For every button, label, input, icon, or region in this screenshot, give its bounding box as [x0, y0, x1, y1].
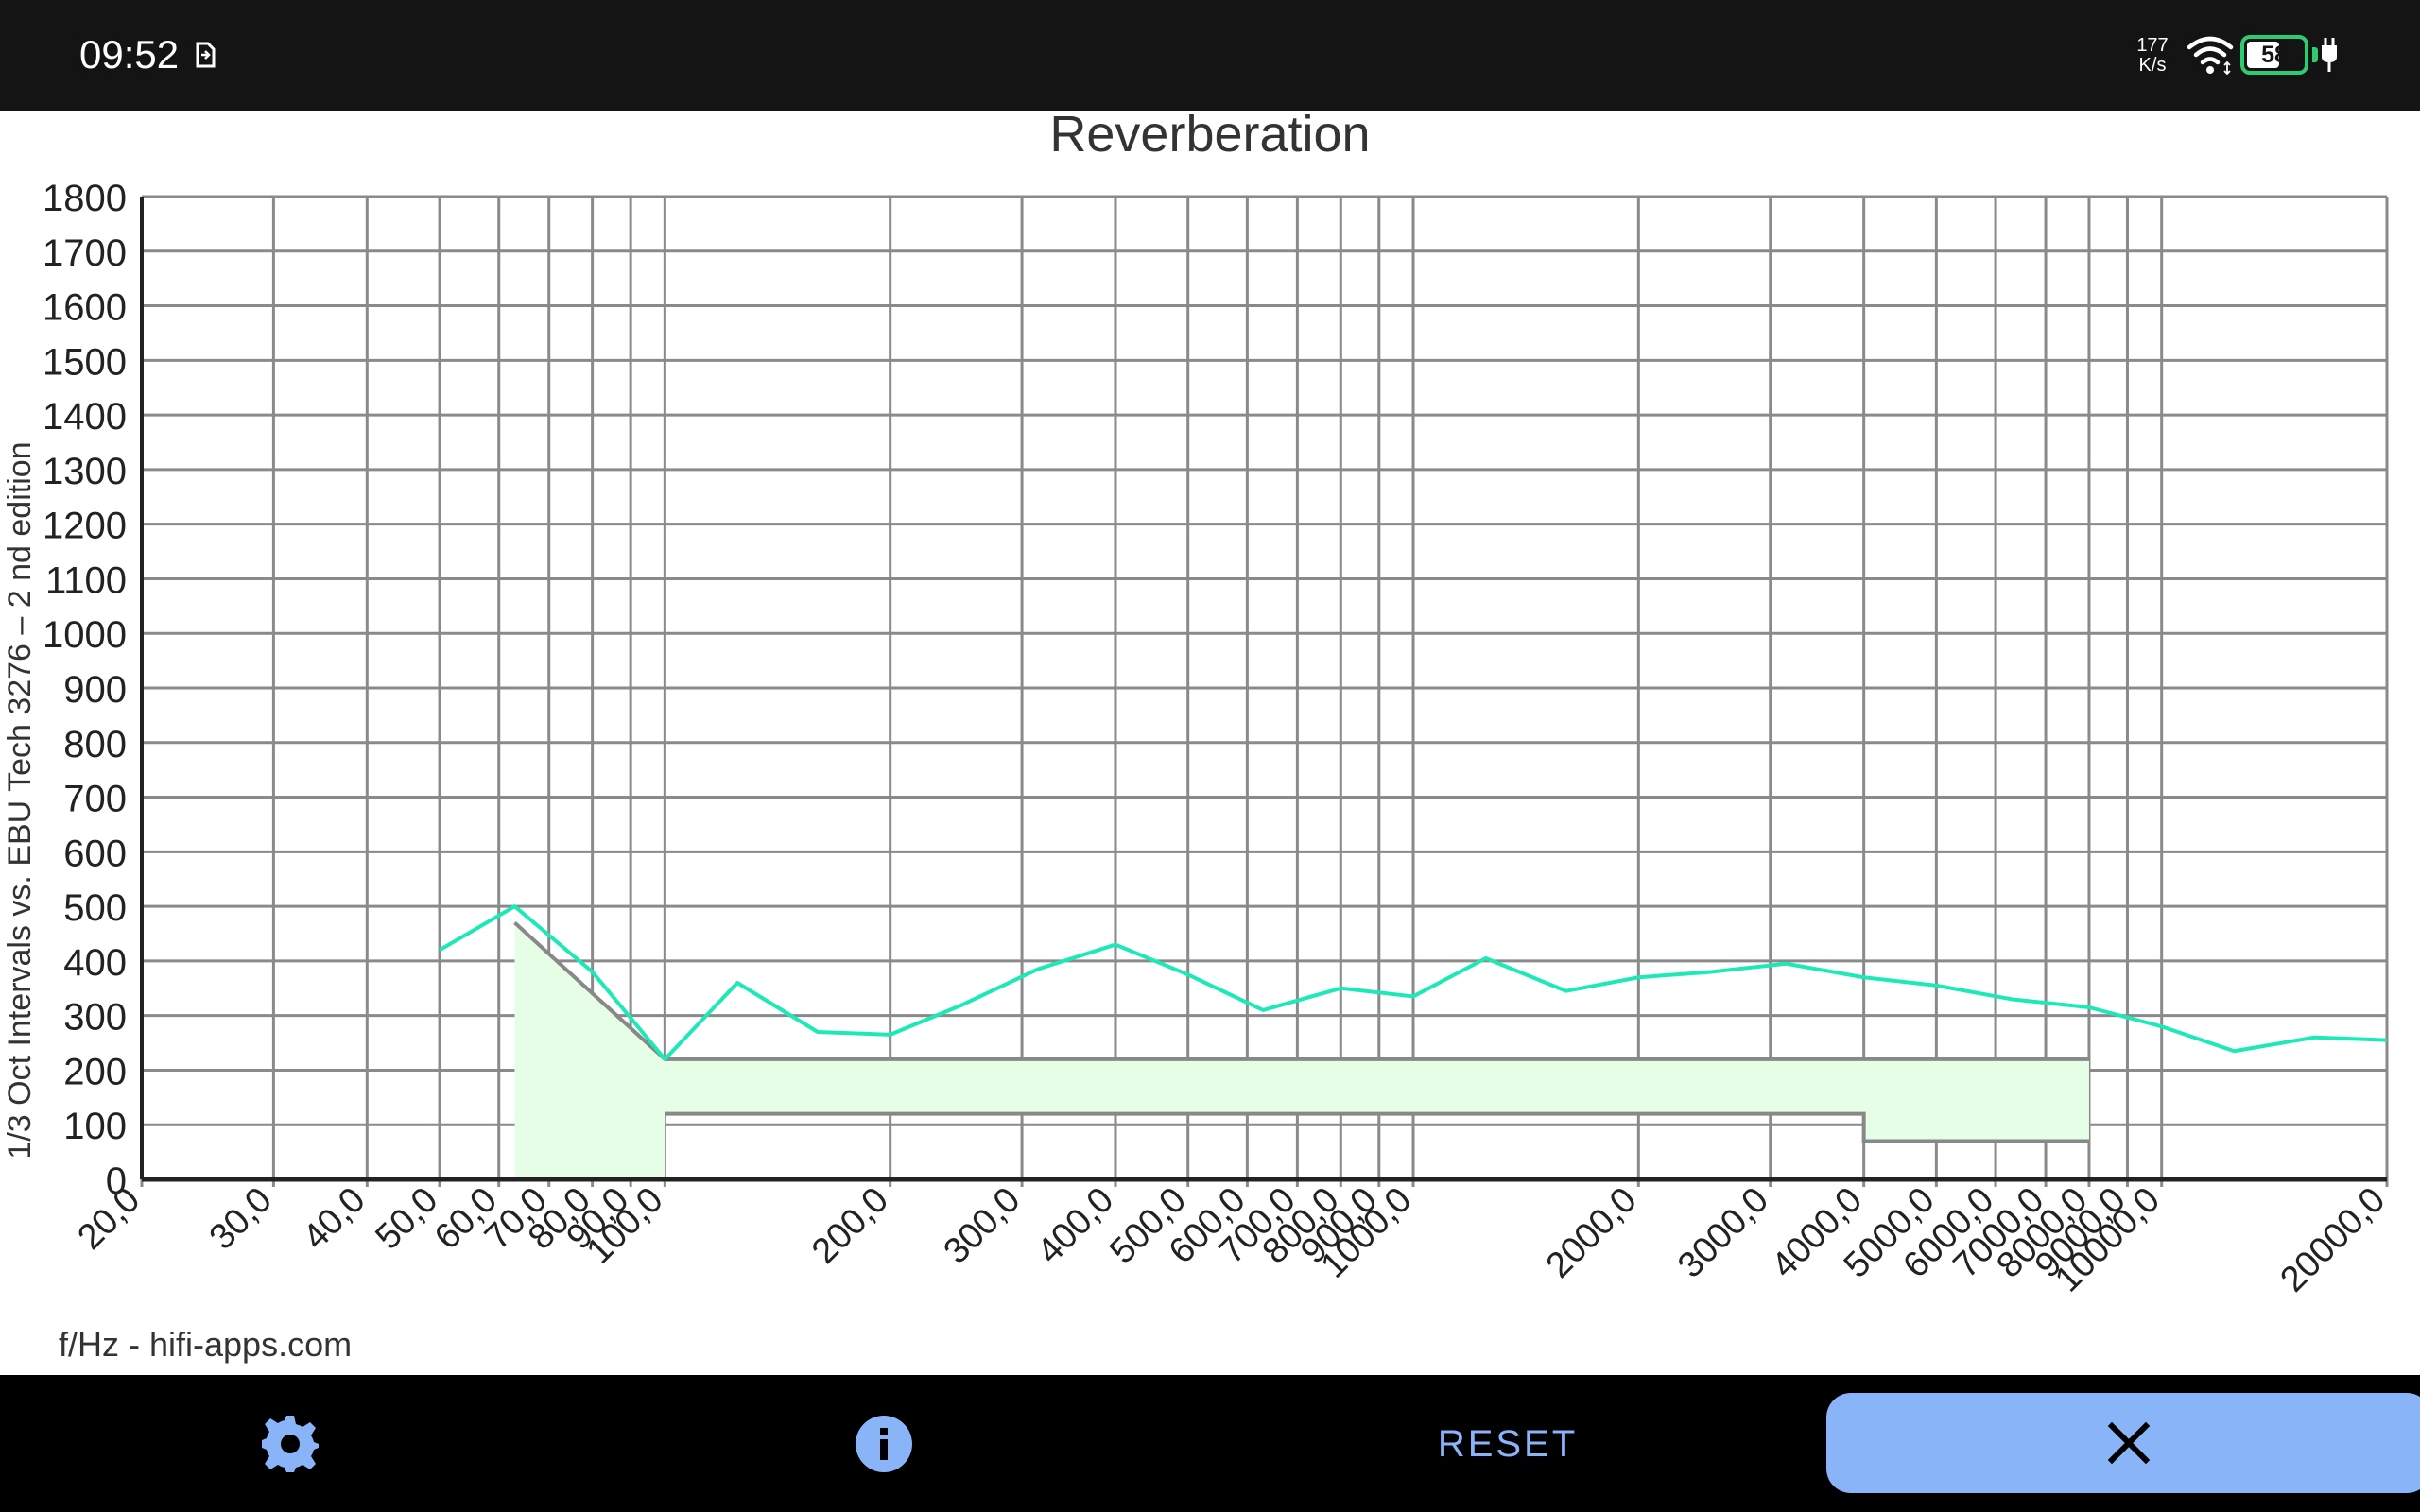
wifi-icon [2187, 36, 2234, 76]
series [439, 904, 2388, 1061]
y-tick-label: 300 [63, 997, 127, 1039]
battery-level: 58 [2261, 42, 2288, 68]
battery-fill [2247, 42, 2279, 68]
y-tick-label: 1200 [43, 506, 127, 547]
x-tick-label: 3000,0 [1670, 1180, 1776, 1286]
tolerance-lower [665, 1111, 2089, 1143]
x-tick-label: 20,0 [70, 1180, 147, 1258]
info-icon [856, 1416, 912, 1472]
reverberation-chart: 0 100 200 300 400 500 600 700 800 900 1000 1100 1200… [2, 111, 2394, 1364]
x-tick-label: 2000,0 [1539, 1180, 1645, 1286]
net-speed-unit: K/s [2138, 55, 2167, 76]
y-tick-label: 400 [63, 942, 127, 984]
reset-button[interactable]: RESET [1437, 1423, 1579, 1465]
status-bar: 09:52 177 K/s 58 [0, 0, 2420, 111]
close-button[interactable] [1826, 1393, 2420, 1493]
x-tick-label: 40,0 [296, 1180, 373, 1258]
y-tick-label: 1600 [43, 287, 127, 329]
y-tick-label: 100 [63, 1106, 127, 1147]
y-tick-label: 700 [63, 779, 127, 820]
y-tick-label: 1500 [43, 341, 127, 383]
x-tick-label: 200,0 [804, 1180, 896, 1272]
sim-card-icon [196, 42, 216, 68]
net-speed: 177 K/s [2131, 36, 2174, 76]
y-tick-label: 600 [63, 833, 127, 874]
y-tick-label: 800 [63, 724, 127, 765]
grid [140, 195, 2389, 1187]
battery-tip [2312, 47, 2318, 62]
y-tick-label: 900 [63, 669, 127, 711]
y-tick-label: 1000 [43, 614, 127, 656]
y-tick-label: 1100 [45, 559, 127, 601]
x-tick-label: 400,0 [1029, 1180, 1121, 1272]
clock: 09:52 [79, 32, 180, 77]
y-tick-label: 1800 [43, 178, 127, 219]
gear-icon [262, 1416, 319, 1472]
plug-icon [2322, 38, 2337, 72]
settings-button[interactable] [248, 1408, 333, 1480]
x-tick-label: 300,0 [936, 1180, 1028, 1272]
net-speed-value: 177 [2136, 35, 2169, 56]
y-tick-label: 200 [63, 1051, 127, 1092]
y-tick-label: 1300 [43, 451, 127, 492]
x-tick-label: 50,0 [368, 1180, 445, 1258]
y-tick-label: 1700 [43, 232, 127, 274]
series-line [439, 904, 2388, 1061]
info-button[interactable] [841, 1408, 926, 1480]
close-icon [2107, 1421, 2151, 1465]
battery-indicator: 58 [2240, 35, 2308, 75]
chart-title: Reverberation [1049, 111, 1370, 163]
y-axis-label: 1/3 Oct Intervals vs. EBU Tech 3276 – 2 … [2, 441, 38, 1159]
x-tick-label: 20000,0 [2273, 1180, 2394, 1300]
y-tick-label: 0 [106, 1160, 127, 1202]
x-tick-label: 30,0 [202, 1180, 280, 1258]
y-tick-label: 500 [63, 887, 127, 929]
x-axis-label: f/Hz - hifi-apps.com [59, 1325, 352, 1364]
y-tick-label: 1400 [43, 396, 127, 438]
